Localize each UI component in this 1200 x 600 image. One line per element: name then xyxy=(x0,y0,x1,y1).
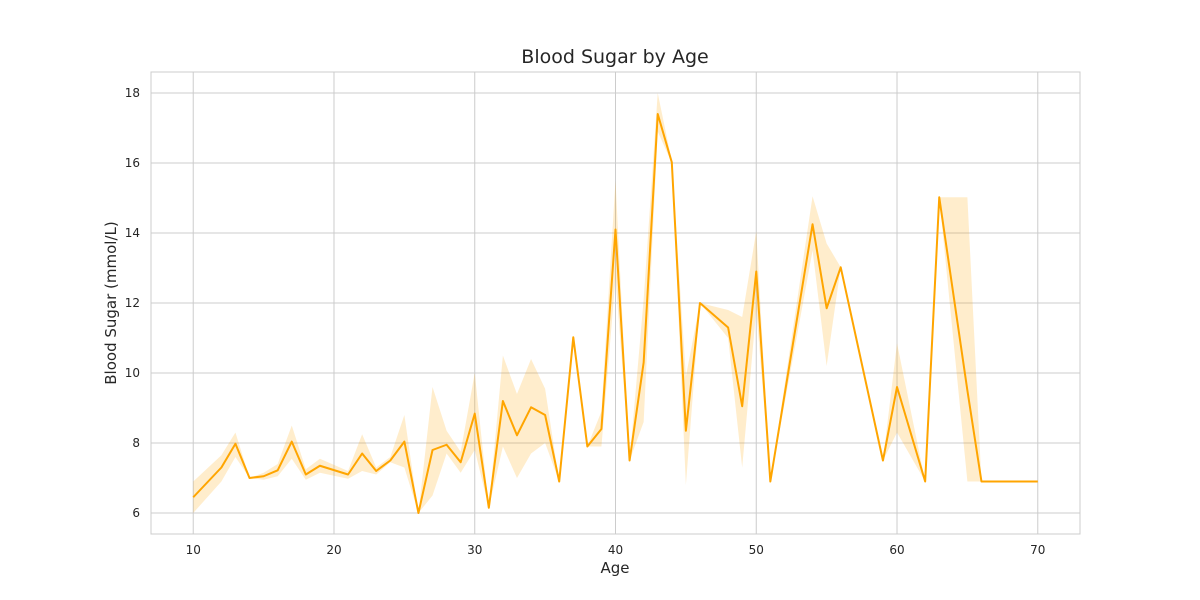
data-point xyxy=(840,266,842,268)
data-point xyxy=(459,461,461,463)
series-line xyxy=(192,113,1038,514)
x-tick-label: 40 xyxy=(608,543,623,557)
data-point xyxy=(502,400,504,402)
data-point xyxy=(896,386,898,388)
y-tick-label: 10 xyxy=(125,366,140,380)
y-tick-label: 6 xyxy=(132,506,140,520)
data-point xyxy=(488,507,490,509)
data-point xyxy=(628,459,630,461)
data-point xyxy=(755,270,757,272)
data-point xyxy=(586,445,588,447)
data-series xyxy=(192,113,1039,514)
data-point xyxy=(727,326,729,328)
x-tick-label: 70 xyxy=(1030,543,1045,557)
data-point xyxy=(600,428,602,430)
data-point xyxy=(544,414,546,416)
data-point xyxy=(474,412,476,414)
x-tick-label: 60 xyxy=(889,543,904,557)
data-point xyxy=(361,452,363,454)
data-point xyxy=(1037,480,1039,482)
data-point xyxy=(276,469,278,471)
data-point xyxy=(530,406,532,408)
data-point xyxy=(445,444,447,446)
y-tick-label: 18 xyxy=(125,86,140,100)
data-point xyxy=(938,196,940,198)
x-tick-label: 30 xyxy=(467,543,482,557)
x-tick-label: 20 xyxy=(326,543,341,557)
data-point xyxy=(882,459,884,461)
data-point xyxy=(685,430,687,432)
plot-area-frame xyxy=(150,71,1081,535)
data-point xyxy=(980,480,982,482)
data-point xyxy=(657,113,659,115)
data-point xyxy=(417,512,419,514)
data-point xyxy=(220,466,222,468)
x-tick-label: 50 xyxy=(749,543,764,557)
data-point xyxy=(291,440,293,442)
data-point xyxy=(403,440,405,442)
y-axis-label: Blood Sugar (mmol/L) xyxy=(102,221,120,384)
axis-ticks: 10 20 30 40 50 60 70 6 8 10 12 14 16 18 xyxy=(125,86,1046,557)
data-point xyxy=(234,443,236,445)
y-tick-label: 8 xyxy=(132,436,140,450)
x-tick-label: 10 xyxy=(186,543,201,557)
data-point xyxy=(389,459,391,461)
chart-title: Blood Sugar by Age xyxy=(521,46,708,68)
data-point xyxy=(741,405,743,407)
data-point xyxy=(192,496,194,498)
data-point xyxy=(262,475,264,477)
data-point xyxy=(642,361,644,363)
data-point xyxy=(825,307,827,309)
data-point xyxy=(431,449,433,451)
data-point xyxy=(614,228,616,230)
y-tick-label: 14 xyxy=(125,226,140,240)
data-point xyxy=(248,477,250,479)
data-point xyxy=(769,480,771,482)
data-point xyxy=(572,336,574,338)
data-point xyxy=(347,473,349,475)
y-tick-label: 16 xyxy=(125,156,140,170)
x-axis-label: Age xyxy=(600,559,629,577)
data-point xyxy=(516,434,518,436)
data-point xyxy=(811,223,813,225)
data-point xyxy=(671,161,673,163)
data-point xyxy=(375,470,377,472)
data-point xyxy=(558,480,560,482)
grid-lines xyxy=(151,72,1080,534)
data-point xyxy=(305,473,307,475)
y-tick-label: 12 xyxy=(125,296,140,310)
data-point xyxy=(319,465,321,467)
data-point xyxy=(924,480,926,482)
data-point xyxy=(699,302,701,304)
data-point xyxy=(966,389,968,391)
